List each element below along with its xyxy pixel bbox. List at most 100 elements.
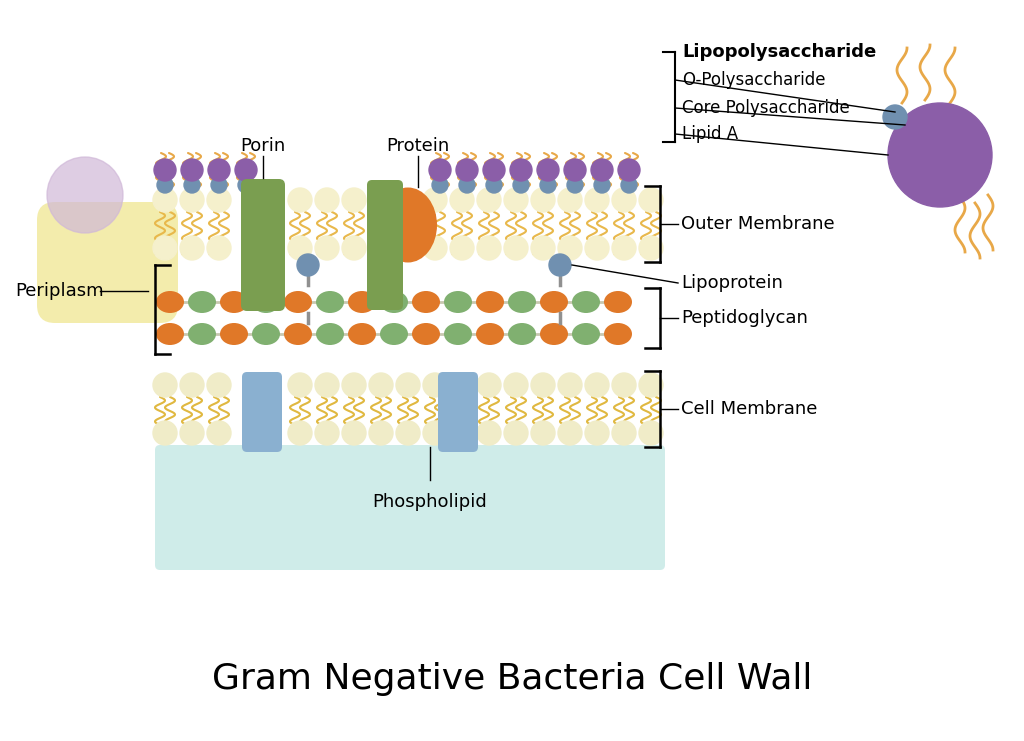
Circle shape [153,236,177,260]
Circle shape [184,177,200,193]
Circle shape [369,373,393,397]
Ellipse shape [444,323,472,345]
Circle shape [585,236,609,260]
Circle shape [157,177,173,193]
FancyBboxPatch shape [241,179,285,311]
Circle shape [504,236,528,260]
Circle shape [342,188,366,212]
Circle shape [537,159,559,181]
Ellipse shape [540,323,568,345]
Ellipse shape [412,323,440,345]
Circle shape [315,188,339,212]
Circle shape [504,188,528,212]
Circle shape [639,188,663,212]
Ellipse shape [412,291,440,313]
Circle shape [342,236,366,260]
Ellipse shape [379,187,437,262]
Text: Outer Membrane: Outer Membrane [681,215,835,233]
Ellipse shape [572,291,600,313]
Ellipse shape [284,291,312,313]
Circle shape [477,188,501,212]
Circle shape [432,177,449,193]
Text: Gram Negative Bacteria Cell Wall: Gram Negative Bacteria Cell Wall [212,662,812,696]
Circle shape [423,373,447,397]
Text: Cell Membrane: Cell Membrane [681,400,817,418]
Circle shape [396,421,420,445]
Text: Protein: Protein [386,137,450,155]
Circle shape [181,159,203,181]
Circle shape [531,373,555,397]
Ellipse shape [252,323,280,345]
Circle shape [423,236,447,260]
Circle shape [531,421,555,445]
Circle shape [288,236,312,260]
Circle shape [180,188,204,212]
FancyBboxPatch shape [367,180,403,310]
Circle shape [486,177,502,193]
Circle shape [585,373,609,397]
Ellipse shape [156,323,184,345]
Text: Lipid A: Lipid A [682,125,738,143]
Circle shape [288,421,312,445]
Circle shape [558,236,582,260]
Ellipse shape [540,291,568,313]
Circle shape [154,159,176,181]
Circle shape [639,421,663,445]
Circle shape [477,236,501,260]
Circle shape [288,188,312,212]
Circle shape [153,373,177,397]
Circle shape [315,421,339,445]
Ellipse shape [476,323,504,345]
Circle shape [558,373,582,397]
Ellipse shape [220,323,248,345]
Circle shape [47,157,123,233]
Circle shape [459,177,475,193]
Circle shape [207,236,231,260]
Circle shape [564,159,586,181]
Text: Porin: Porin [241,137,286,155]
Circle shape [211,177,227,193]
Ellipse shape [604,323,632,345]
Circle shape [315,373,339,397]
Circle shape [153,421,177,445]
Ellipse shape [508,323,536,345]
Circle shape [504,373,528,397]
Circle shape [342,373,366,397]
Ellipse shape [188,291,216,313]
Ellipse shape [444,291,472,313]
Text: O-Polysaccharide: O-Polysaccharide [682,71,825,89]
Circle shape [558,421,582,445]
Circle shape [558,188,582,212]
Circle shape [207,421,231,445]
Circle shape [315,236,339,260]
Circle shape [483,159,505,181]
Circle shape [612,421,636,445]
Ellipse shape [380,291,408,313]
Circle shape [591,159,613,181]
Circle shape [208,159,230,181]
Circle shape [567,177,583,193]
Circle shape [234,159,257,181]
Circle shape [477,373,501,397]
FancyBboxPatch shape [438,372,478,452]
Ellipse shape [476,291,504,313]
Circle shape [540,177,556,193]
Ellipse shape [348,291,376,313]
Circle shape [456,159,478,181]
Ellipse shape [220,291,248,313]
FancyBboxPatch shape [155,445,665,570]
Ellipse shape [156,291,184,313]
Text: Periplasm: Periplasm [15,282,104,300]
Circle shape [639,236,663,260]
Circle shape [153,188,177,212]
Circle shape [621,177,637,193]
Circle shape [612,188,636,212]
Text: Lipoprotein: Lipoprotein [681,274,783,292]
Text: Peptidoglycan: Peptidoglycan [681,309,808,327]
Circle shape [477,421,501,445]
Circle shape [180,373,204,397]
Circle shape [513,177,529,193]
Circle shape [297,254,319,276]
Ellipse shape [284,323,312,345]
Circle shape [549,254,571,276]
